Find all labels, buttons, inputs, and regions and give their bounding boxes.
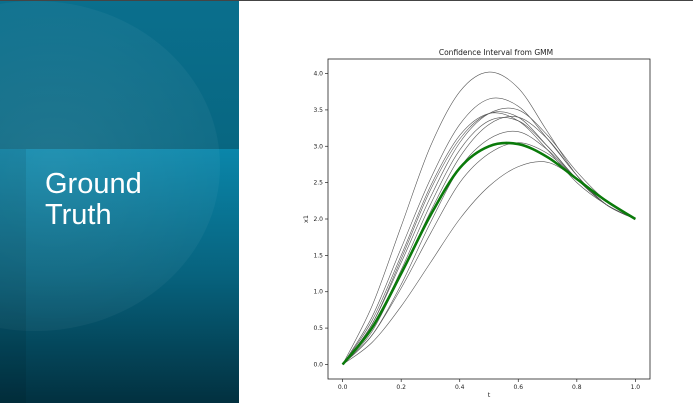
x-tick-label: 0.6	[513, 384, 523, 391]
series-line-sample-2	[342, 97, 636, 365]
y-tick-label: 2.5	[313, 180, 323, 187]
series-line-sample-4	[342, 112, 636, 365]
y-tick-label: 0.5	[313, 325, 323, 332]
y-tick-label: 1.5	[313, 252, 323, 259]
x-tick-label: 0.2	[396, 384, 406, 391]
slide-title: Ground Truth	[45, 168, 142, 231]
panel-band	[0, 149, 239, 403]
series-line-sample-5	[342, 117, 636, 365]
panel-strip-decoration	[0, 149, 26, 403]
series-line-sample-10	[342, 107, 636, 365]
y-tick-label: 4.0	[313, 71, 323, 78]
chart-title: Confidence Interval from GMM	[439, 48, 553, 57]
y-tick-label: 3.0	[313, 143, 323, 150]
x-tick-label: 0.0	[338, 384, 348, 391]
y-tick-label: 2.0	[313, 216, 323, 223]
x-axis: 0.0 0.2 0.4 0.6 0.8 1.0	[338, 379, 640, 391]
series-line-sample-1	[342, 71, 636, 365]
y-tick-label: 0.0	[313, 361, 323, 368]
y-tick-label: 1.0	[313, 289, 323, 296]
plot-area-frame	[327, 58, 651, 380]
x-tick-label: 0.4	[455, 384, 465, 391]
series-layer	[341, 71, 637, 366]
y-axis: 0.0 0.5 1.0 1.5 2.0 2.5 3.0 3.5 4.0	[313, 71, 328, 368]
series-line-sample-3	[342, 111, 636, 365]
line-chart: Confidence Interval from GMM 0.0 0.2 0.4 0.…	[302, 48, 651, 399]
title-panel: Ground Truth	[0, 1, 239, 403]
x-tick-label: 0.8	[572, 384, 582, 391]
series-line-mean	[341, 141, 637, 366]
window-top-border	[0, 0, 693, 1]
y-tick-label: 3.5	[313, 107, 323, 114]
x-tick-label: 1.0	[631, 384, 641, 391]
y-axis-label: x1	[302, 215, 310, 223]
series-line-sample-7	[342, 130, 636, 365]
x-axis-label: t	[488, 391, 491, 399]
series-line-sample-8	[342, 142, 636, 365]
